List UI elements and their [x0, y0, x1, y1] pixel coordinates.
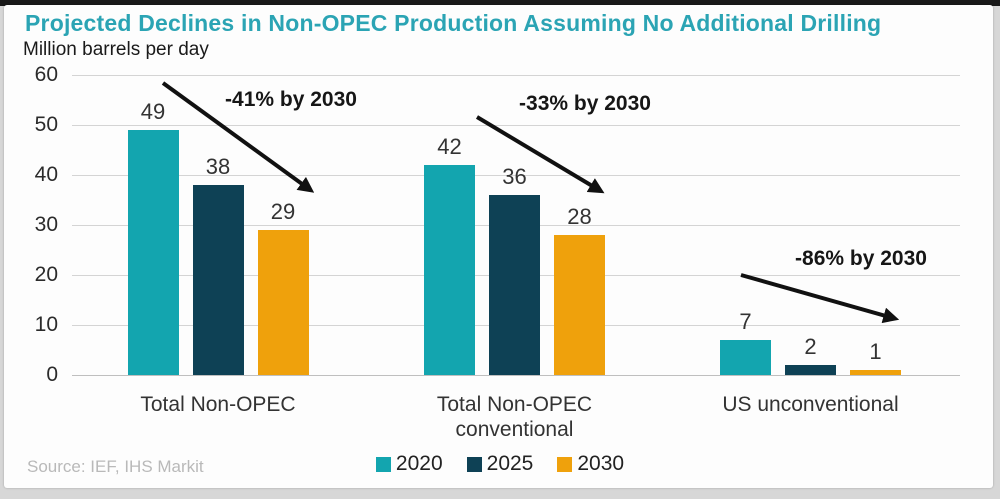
bar-value-label: 49	[140, 99, 166, 124]
legend-label: 2025	[486, 452, 534, 475]
bar-2025-group2	[489, 195, 540, 375]
bar-2030-group3	[850, 370, 901, 375]
y-tick-label-30: 30	[34, 213, 58, 236]
bar-2020-group1	[127, 130, 179, 375]
bar-value-label: 7	[739, 309, 752, 334]
source-caption: Source: IEF, IHS Markit	[27, 457, 204, 476]
y-tick-label-10: 10	[34, 313, 58, 336]
y-tick-label-0: 0	[46, 363, 58, 386]
bar-2020-group2	[424, 165, 475, 375]
bar-value-label: 29	[270, 199, 296, 224]
bar-value-label: 2	[804, 334, 817, 359]
gridline-0	[72, 375, 960, 376]
bar-value-label: 38	[205, 154, 231, 179]
annotation-label-3: -86% by 2030	[795, 247, 927, 270]
legend-label: 2020	[395, 452, 443, 475]
chart-units-label: Million barrels per day	[23, 39, 209, 60]
bar-value-label: 42	[437, 134, 462, 159]
legend-item-2030: 2030	[557, 452, 624, 476]
bar-value-label: 36	[502, 164, 527, 189]
bar-2025-group3	[785, 365, 836, 375]
y-tick-label-40: 40	[34, 163, 58, 186]
bar-2030-group2	[554, 235, 605, 375]
y-tick-label-60: 60	[34, 63, 58, 86]
bar-value-label: 28	[567, 204, 592, 229]
legend-item-2025: 2025	[466, 452, 534, 476]
y-tick-label-20: 20	[34, 263, 58, 286]
legend-swatch-icon	[466, 456, 482, 472]
category-label-3: US unconventional	[722, 393, 899, 416]
gridline-50	[72, 125, 960, 126]
bar-2030-group1	[257, 230, 309, 375]
legend-swatch-icon	[375, 456, 391, 472]
annotation-label-2: -33% by 2030	[519, 92, 651, 115]
bar-2025-group1	[192, 185, 244, 375]
category-label-2: Total Non-OPEC conventional	[436, 393, 593, 441]
gridline-60	[72, 75, 960, 76]
annotation-label-1: -41% by 2030	[225, 88, 357, 111]
y-tick-label-50: 50	[34, 113, 58, 136]
category-label-1: Total Non-OPEC	[140, 393, 296, 416]
legend-swatch-icon	[557, 456, 573, 472]
chart-title: Projected Declines in Non-OPEC Productio…	[25, 10, 882, 36]
legend: 2020 2025 2030	[0, 452, 1000, 476]
top-border-strip	[0, 0, 1000, 6]
legend-label: 2030	[577, 452, 625, 475]
bar-value-label: 1	[869, 339, 882, 364]
bar-2020-group3	[720, 340, 771, 375]
legend-item-2020: 2020	[375, 452, 443, 476]
